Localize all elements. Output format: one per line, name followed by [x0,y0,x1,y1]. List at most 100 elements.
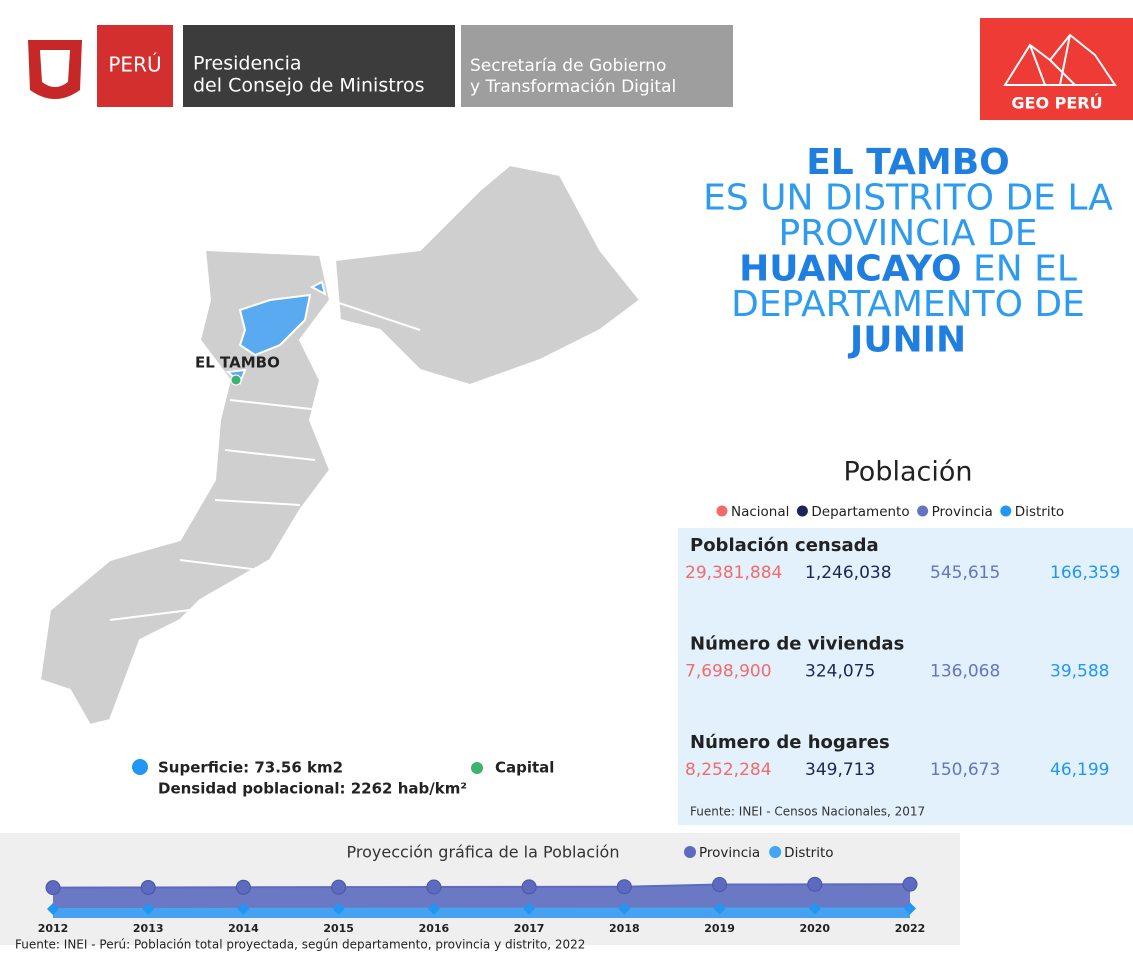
title-part: PROVINCIA DE [779,213,1038,254]
superficie: Superficie: 73.56 km2 [158,759,343,777]
point [902,876,918,892]
legend-dot [684,846,696,858]
geo-label: GEO PERÚ [1011,94,1102,113]
point [331,879,347,895]
cell-value: 136,068 [930,662,1000,682]
title-part: HUANCAYO [739,249,961,290]
x-tick-label: 2022 [895,922,926,935]
section-title: Población [843,457,972,488]
title-line: EL TAMBO [806,142,1010,183]
point [712,877,728,893]
point [426,879,442,895]
cell-value: 39,588 [1050,662,1109,682]
capital-label: Capital [495,759,554,777]
cell-value: 150,673 [930,760,1000,780]
x-tick-label: 2012 [38,922,69,935]
legend-label: Provincia [699,845,760,861]
cell-value: 29,381,884 [685,563,782,583]
point [616,879,632,895]
cell-value: 8,252,284 [685,760,772,780]
legend-dot [1000,505,1012,517]
x-tick-label: 2018 [609,922,640,935]
point [523,902,536,915]
cell-value: 46,199 [1050,760,1109,780]
x-tick-label: 2016 [419,922,450,935]
x-tick-label: 2019 [704,922,735,935]
point [237,902,250,915]
legend-dot [917,505,929,517]
point [521,879,537,895]
x-tick-label: 2014 [228,922,259,935]
header: PERÚ Presidencia del Consejo de Ministro… [28,18,1133,120]
legend-label: Departamento [811,504,909,520]
map-region [38,248,332,727]
point [807,876,823,892]
chart-title: Proyección gráfica de la Población [347,843,620,862]
brand: PERÚ [108,53,161,77]
map-label: EL TAMBO [195,354,280,372]
legend-dot [132,759,148,775]
legend-dot [716,505,728,517]
point [904,902,916,915]
title-part: EN EL [962,249,1077,290]
table-source: Fuente: INEI - Censos Nacionales, 2017 [690,805,925,819]
capital-dot [230,374,242,386]
title-line: PROVINCIA DE [779,213,1038,254]
brand-box [97,25,173,107]
legend-label: Distrito [1015,504,1064,520]
row-label: Población censada [690,535,879,556]
title-line: DEPARTAMENTO DE [731,284,1085,325]
title-part: EL TAMBO [806,142,1010,183]
point [142,902,155,915]
point [45,880,61,896]
point [427,902,440,915]
x-tick-label: 2013 [133,922,164,935]
series-line [52,883,911,889]
row-label: Número de hogares [690,732,890,753]
secretaria: y Transformación Digital [470,77,676,97]
map-region [333,163,642,387]
presidencia-box [183,25,455,107]
legend-label: Provincia [932,504,993,520]
title-line: ES UN DISTRITO DE LA [703,178,1113,219]
shield [40,50,70,87]
series-line [52,907,911,910]
secretaria-box [461,25,733,107]
point [332,902,345,915]
legend-dot [769,846,782,858]
series-area [53,908,910,918]
title-part: DEPARTAMENTO DE [731,284,1085,325]
cell-value: 7,698,900 [685,662,772,682]
geo-box [980,18,1133,120]
chart-note: Fuente: INEI - Perú: Población total pro… [15,938,585,952]
title-part: JUNIN [847,320,966,361]
cell-value: 349,713 [805,760,875,780]
title-line: HUANCAYO EN EL [739,249,1077,290]
district-shape [225,280,327,385]
point [47,903,59,915]
cell-value: 1,246,038 [805,563,892,583]
title-line: JUNIN [847,320,966,361]
map [38,163,642,727]
legend-dot [471,762,483,774]
secretaria: Secretaría de Gobierno [470,56,666,76]
point [808,902,821,915]
point [713,902,726,915]
x-tick-label: 2015 [323,922,354,935]
cell-value: 545,615 [930,563,1000,583]
map-border [109,299,421,621]
densidad: Densidad poblacional: 2262 hab/km² [158,780,467,798]
presidencia: del Consejo de Ministros [193,75,425,97]
point [140,879,156,895]
cell-value: 324,075 [805,662,875,682]
legend-label: Nacional [731,504,789,520]
point [618,902,631,915]
x-tick-label: 2017 [514,922,545,935]
table-panel [678,528,1133,825]
title-part: ES UN DISTRITO DE LA [703,178,1113,219]
geo-logo [1003,33,1117,86]
cell-value: 166,359 [1050,563,1120,583]
x-tick-label: 2020 [799,922,830,935]
